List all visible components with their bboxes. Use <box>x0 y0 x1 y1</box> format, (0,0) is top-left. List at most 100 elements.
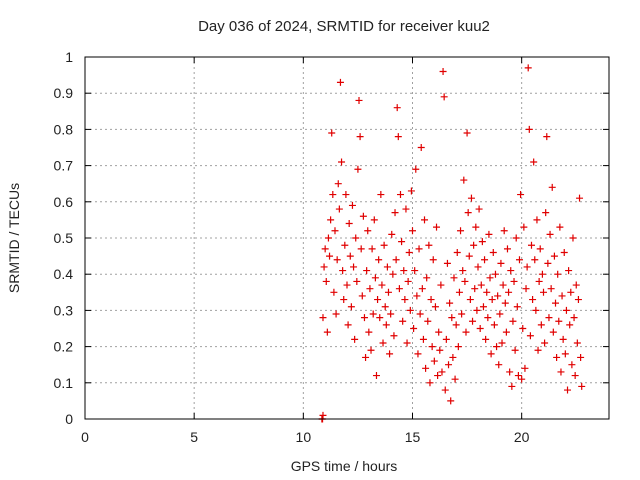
data-point <box>421 216 429 224</box>
data-point <box>389 270 397 278</box>
data-point <box>321 245 329 253</box>
data-point <box>448 314 456 322</box>
data-point <box>489 248 497 256</box>
data-point <box>513 303 521 311</box>
data-point <box>506 368 514 376</box>
data-point <box>491 270 499 278</box>
data-point <box>547 285 555 293</box>
data-point <box>495 361 503 369</box>
data-point <box>477 281 485 289</box>
data-point <box>350 263 358 271</box>
data-point <box>512 234 520 242</box>
data-point <box>532 306 540 314</box>
data-point <box>475 205 483 213</box>
data-point <box>347 303 355 311</box>
data-point <box>324 234 332 242</box>
data-point <box>484 314 492 322</box>
data-point <box>423 274 431 282</box>
data-point <box>549 328 557 336</box>
data-point <box>542 209 550 217</box>
data-point <box>340 296 348 304</box>
data-point <box>413 292 421 300</box>
data-point <box>522 285 530 293</box>
data-point <box>401 296 409 304</box>
data-point <box>328 129 336 137</box>
y-tick-label: 0.9 <box>54 85 74 101</box>
data-point <box>320 263 328 271</box>
data-point <box>572 281 580 289</box>
data-point <box>375 256 383 264</box>
data-point <box>378 281 386 289</box>
data-point <box>578 382 586 390</box>
data-point <box>368 245 376 253</box>
data-point <box>559 335 567 343</box>
data-point <box>474 263 482 271</box>
data-point <box>494 292 502 300</box>
data-point <box>429 256 437 264</box>
data-point <box>341 241 349 249</box>
data-point <box>571 372 579 380</box>
data-point <box>536 245 544 253</box>
data-point <box>407 187 415 195</box>
data-point <box>568 361 576 369</box>
data-point <box>422 364 430 372</box>
data-point <box>524 64 532 72</box>
data-point <box>403 339 411 347</box>
data-point <box>510 277 518 285</box>
data-point <box>332 310 340 318</box>
data-point <box>412 165 420 173</box>
data-point <box>330 288 338 296</box>
data-point <box>537 321 545 329</box>
data-point <box>567 288 575 296</box>
data-point <box>319 314 327 322</box>
data-point <box>383 263 391 271</box>
data-point <box>447 397 455 405</box>
data-point <box>417 144 425 151</box>
data-point <box>395 285 403 293</box>
data-point <box>529 296 537 304</box>
data-point <box>338 158 346 166</box>
data-point <box>400 267 408 275</box>
data-point <box>380 241 388 249</box>
data-point <box>387 310 395 318</box>
y-tick-label: 0.5 <box>54 230 74 246</box>
data-point <box>442 335 450 343</box>
y-axis-label: SRMTID / TECUs <box>6 183 22 293</box>
data-point <box>450 274 458 282</box>
data-point <box>451 375 459 383</box>
data-point <box>486 274 494 282</box>
x-axis-label: GPS time / hours <box>291 458 398 474</box>
data-point <box>488 296 496 304</box>
data-point <box>503 245 511 253</box>
data-point <box>445 361 453 369</box>
data-point <box>425 241 433 249</box>
data-point <box>351 335 359 343</box>
data-point <box>427 296 435 304</box>
data-point <box>354 165 362 173</box>
data-point <box>392 256 400 264</box>
data-point <box>426 379 434 387</box>
data-point <box>540 288 547 296</box>
data-point <box>574 296 582 304</box>
data-point <box>410 325 418 332</box>
data-point <box>538 270 546 278</box>
data-point <box>362 353 370 361</box>
data-point <box>439 67 447 75</box>
data-point <box>527 241 535 249</box>
data-point <box>502 328 510 336</box>
data-point <box>414 350 422 358</box>
x-tick-label: 20 <box>514 429 530 445</box>
data-point <box>500 227 508 235</box>
data-point <box>526 332 534 340</box>
data-point <box>541 339 549 347</box>
data-point <box>323 328 331 336</box>
data-point <box>521 364 529 372</box>
data-point <box>550 252 558 260</box>
data-point <box>520 223 528 231</box>
data-point <box>381 303 389 311</box>
data-point <box>382 321 390 329</box>
data-point <box>363 267 371 275</box>
data-point <box>438 368 446 376</box>
data-point <box>479 303 487 311</box>
